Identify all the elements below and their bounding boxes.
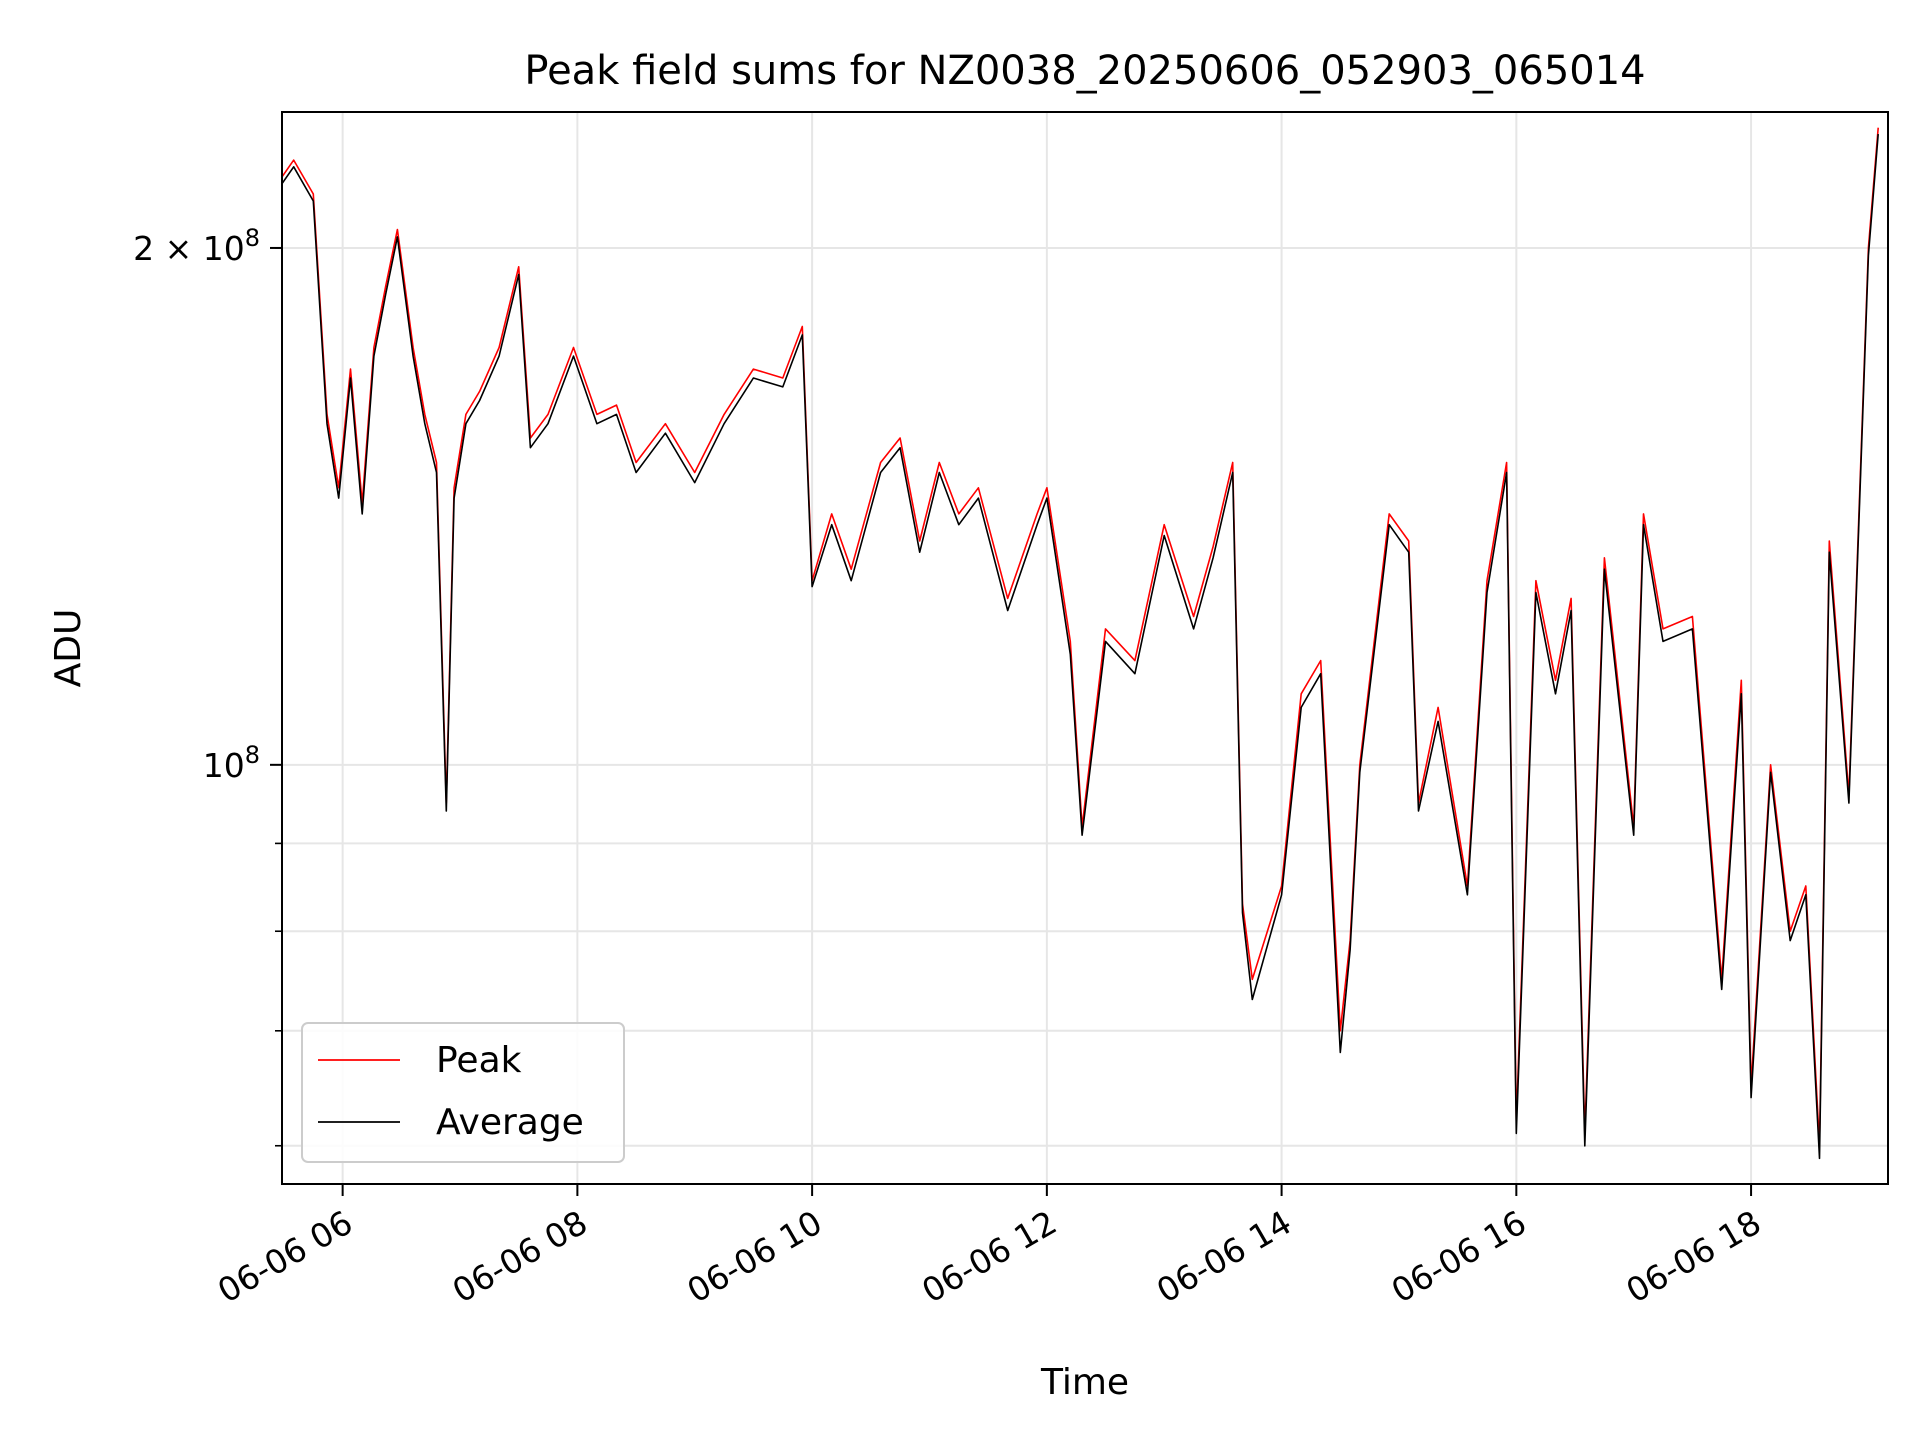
x-axis-label: Time [1040,1362,1129,1403]
legend-label-average: Average [436,1102,584,1143]
series-layer [282,127,1879,1160]
legend: Peak Average [301,1022,625,1163]
plot-frame [281,111,1889,1185]
legend-box [301,1022,625,1163]
grid [282,112,1888,1184]
y-tick-label: 2 × 108 [133,224,260,268]
legend-label-peak: Peak [436,1040,522,1081]
series-line-average [282,134,1879,1160]
y-axis-label: ADU [48,609,89,688]
series-line-peak [282,127,1879,1147]
chart-title: Peak field sums for NZ0038_20250606_0529… [524,48,1645,94]
